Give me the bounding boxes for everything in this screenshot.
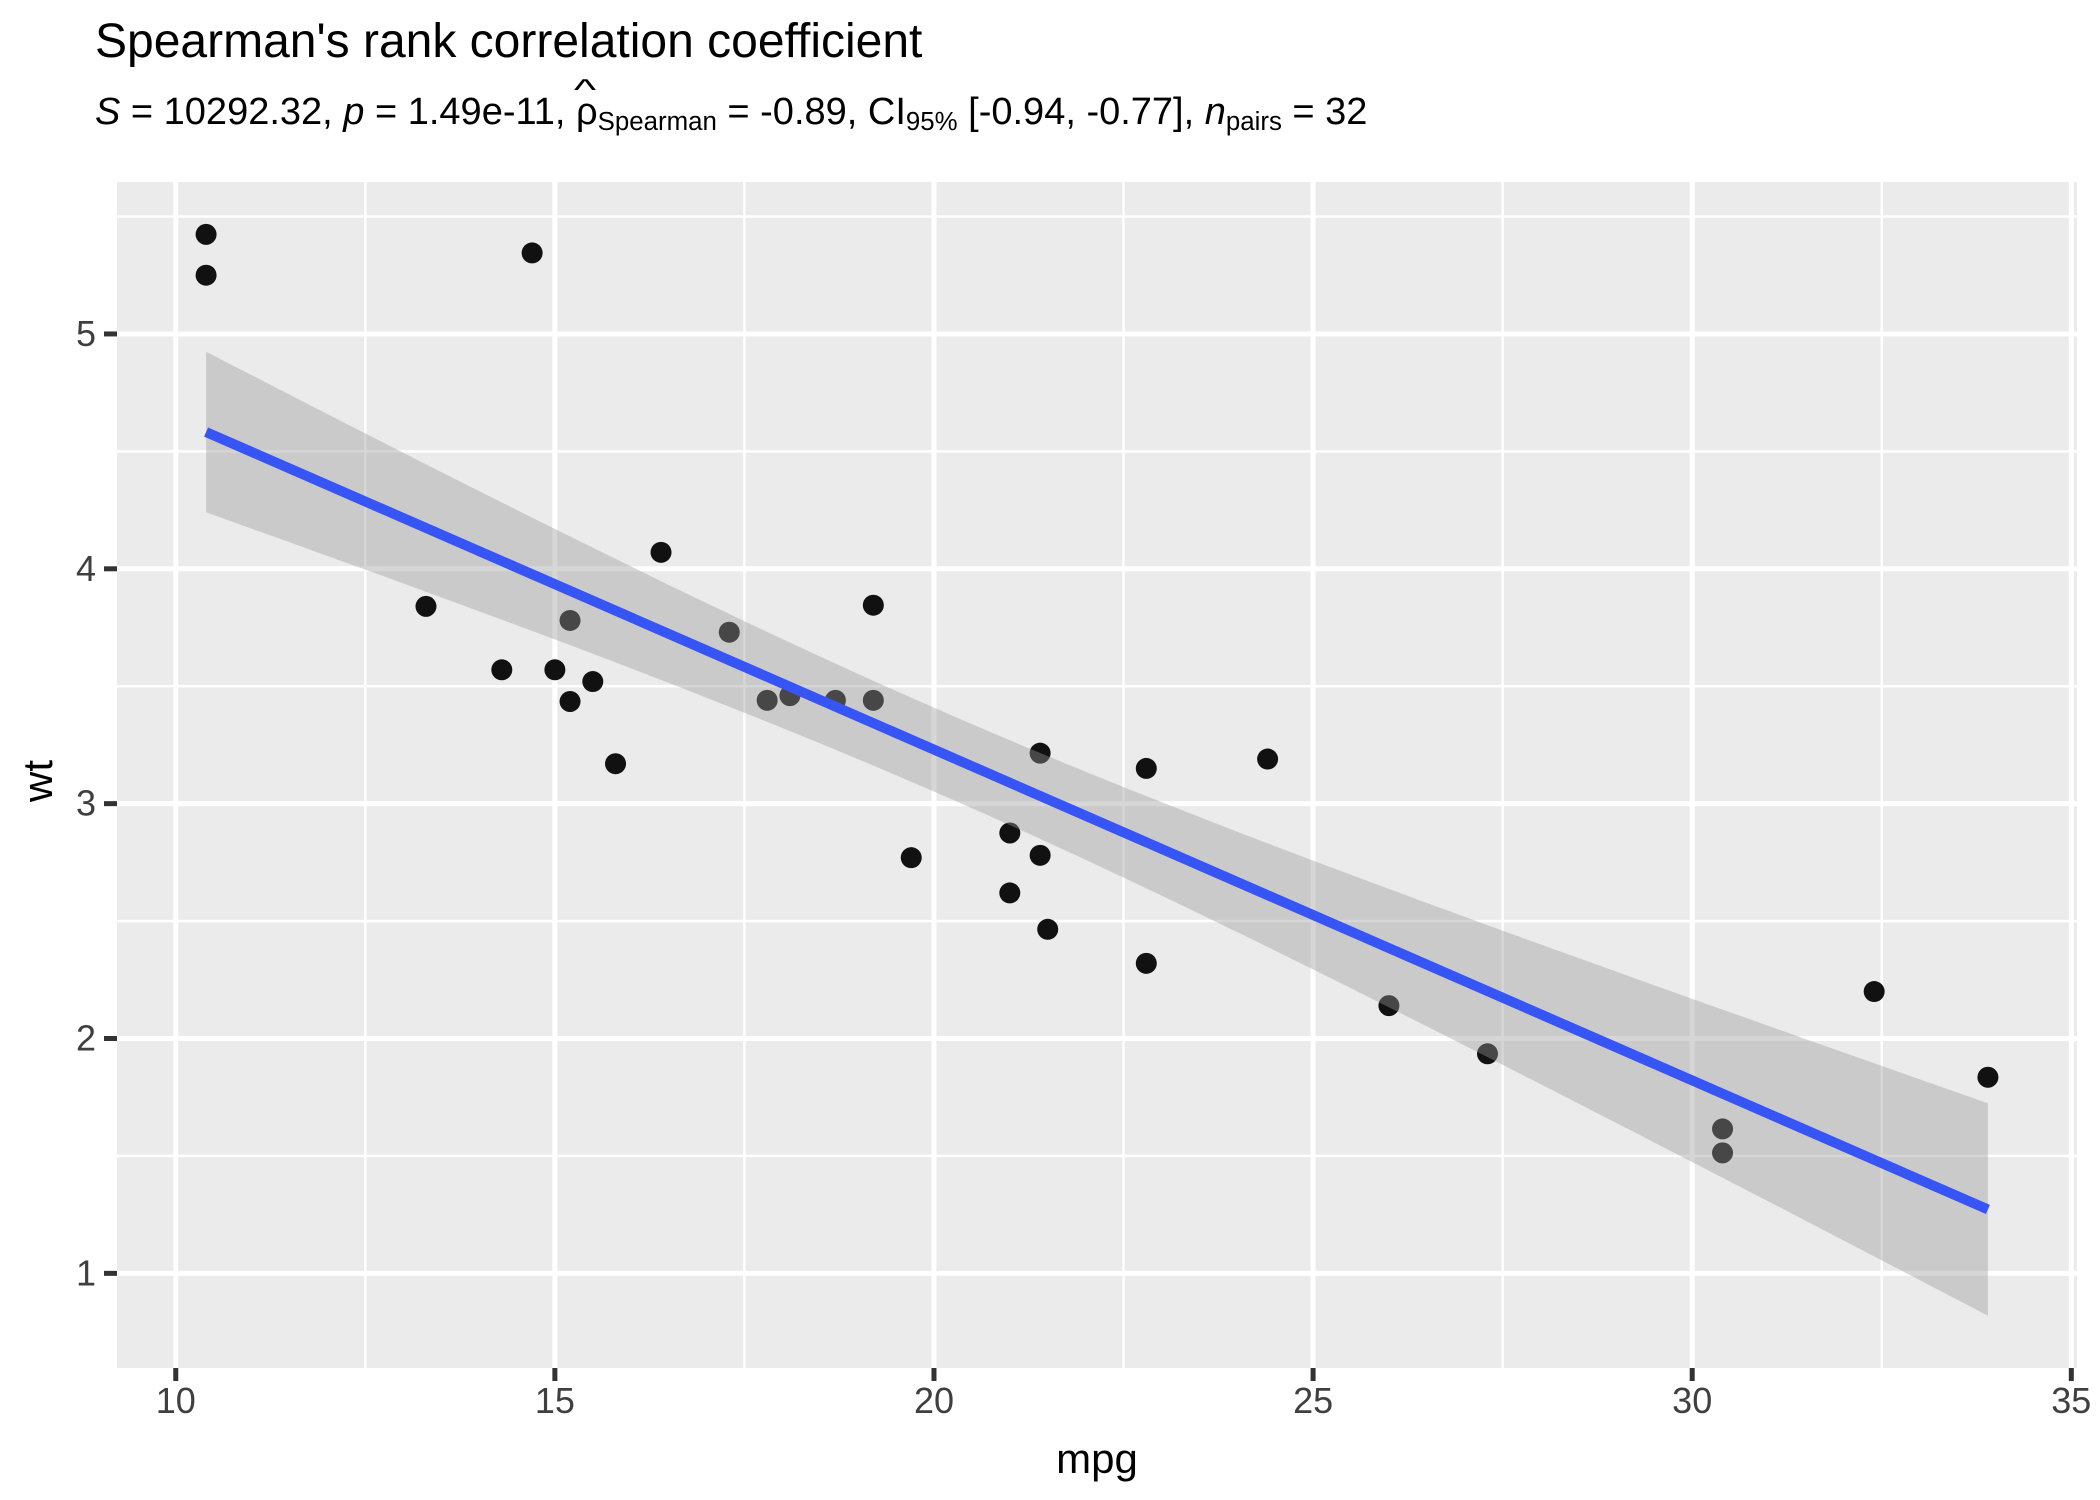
subtitle-segment: p <box>343 91 365 133</box>
data-point <box>1476 1043 1498 1065</box>
subtitle-segment: ^ ρ <box>574 73 598 133</box>
plot-panel <box>117 182 2077 1368</box>
data-point <box>862 594 884 616</box>
data-point <box>1029 844 1051 866</box>
subtitle-segment: = -0.89, CI <box>716 91 906 133</box>
data-point <box>195 223 217 245</box>
data-point <box>999 822 1021 844</box>
subtitle-segment: [-0.94, -0.77], <box>957 91 1205 133</box>
subtitle-segment: n <box>1204 91 1226 133</box>
data-point <box>415 595 437 617</box>
plot-subtitle: S = 10292.32, p = 1.49e-11, ^ ρSpearman =… <box>95 73 1368 136</box>
subtitle-segment: = 1.49e-11, <box>364 91 577 133</box>
data-point <box>1029 742 1051 764</box>
data-point <box>1037 918 1059 940</box>
data-point <box>718 621 740 643</box>
y-tick-label: 3 <box>76 783 96 824</box>
data-point <box>1712 1142 1734 1164</box>
x-tick-label: 10 <box>156 1380 196 1421</box>
data-point <box>900 847 922 869</box>
subtitle-segment: = 10292.32, <box>120 91 344 133</box>
x-tick-label: 35 <box>2051 1380 2091 1421</box>
confidence-band <box>206 351 1988 1316</box>
x-tick-label: 20 <box>914 1380 954 1421</box>
plot-title: Spearman's rank correlation coefficient <box>95 15 923 68</box>
subtitle-segment: S <box>95 91 121 133</box>
x-axis-label: mpg <box>1056 1435 1138 1482</box>
y-tick-label: 1 <box>76 1252 96 1293</box>
x-tick-label: 25 <box>1293 1380 1333 1421</box>
subtitle-segment: pairs <box>1225 107 1282 136</box>
x-tick-label: 15 <box>535 1380 575 1421</box>
data-point <box>862 689 884 711</box>
data-point <box>1135 757 1157 779</box>
data-point <box>1712 1118 1734 1140</box>
x-tick-label: 30 <box>1672 1380 1712 1421</box>
data-point <box>195 264 217 286</box>
data-point <box>1977 1066 1999 1088</box>
data-point <box>756 689 778 711</box>
data-point <box>544 659 566 681</box>
data-point <box>605 753 627 775</box>
data-point <box>650 541 672 563</box>
data-point <box>521 242 543 264</box>
subtitle-segment: Spearman <box>597 107 717 136</box>
data-point <box>491 659 513 681</box>
regression-line <box>204 427 1990 1215</box>
data-point <box>1863 981 1885 1003</box>
data-point <box>559 690 581 712</box>
data-point <box>1257 748 1279 770</box>
y-tick-label: 2 <box>76 1018 96 1059</box>
data-point <box>1135 952 1157 974</box>
data-point <box>559 609 581 631</box>
subtitle-segment: 95% <box>905 107 958 136</box>
y-axis-label: wt <box>14 760 61 802</box>
y-tick-label: 5 <box>76 313 96 354</box>
subtitle-segment: = 32 <box>1281 91 1368 133</box>
hat-mark: ^ <box>574 73 597 107</box>
y-tick-label: 4 <box>76 548 96 589</box>
data-point <box>582 671 604 693</box>
data-point <box>1378 995 1400 1017</box>
data-point <box>999 882 1021 904</box>
